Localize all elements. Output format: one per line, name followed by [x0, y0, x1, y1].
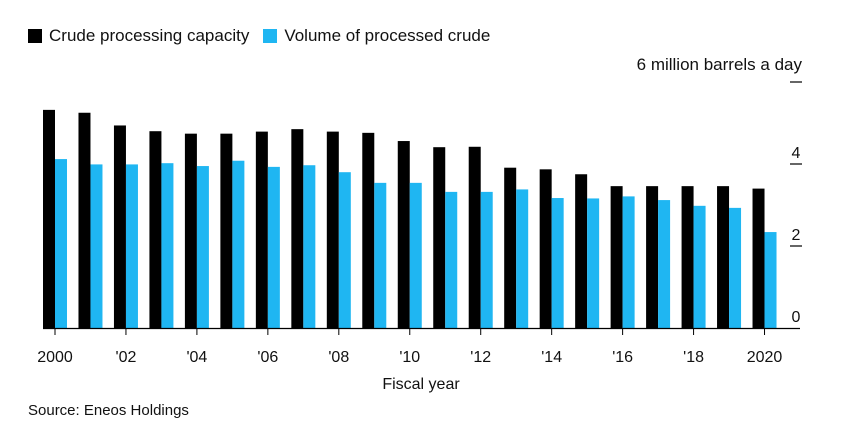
volume-bar-2013: [516, 189, 529, 328]
source-note: Source: Eneos Holdings: [28, 402, 189, 419]
capacity-bar-2017: [646, 186, 659, 328]
volume-bar-2010: [409, 182, 422, 328]
volume-bar-2008: [338, 172, 351, 328]
x-tick-label: '12: [470, 349, 491, 366]
capacity-bar-2018: [681, 186, 694, 328]
volume-bar-2003: [161, 163, 174, 328]
capacity-bar-2004: [184, 133, 197, 328]
x-tick-label: '08: [328, 349, 349, 366]
volume-bar-2019: [729, 207, 742, 328]
capacity-bar-2001: [78, 112, 91, 328]
volume-bar-2001: [90, 164, 103, 328]
legend-label-volume: Volume of processed crude: [284, 26, 491, 45]
x-axis-title: Fiscal year: [382, 376, 460, 393]
volume-bar-2009: [374, 182, 387, 328]
volume-bar-2011: [445, 191, 458, 328]
legend-swatch-capacity: [28, 29, 42, 43]
volume-bar-2014: [551, 198, 564, 328]
x-tick-label: '06: [257, 349, 278, 366]
capacity-bar-2009: [362, 132, 375, 328]
x-tick-label: '04: [186, 349, 207, 366]
y-tick-label: 0: [792, 309, 801, 326]
capacity-bar-2013: [504, 167, 517, 328]
legend: Crude processing capacity Volume of proc…: [28, 26, 504, 46]
capacity-bar-2011: [433, 147, 446, 328]
volume-bar-2020: [764, 232, 777, 328]
volume-bar-2017: [658, 200, 671, 328]
x-tick-label: 2020: [747, 349, 783, 366]
capacity-bar-2010: [397, 141, 410, 328]
volume-bar-2015: [587, 198, 600, 328]
volume-bar-2002: [125, 164, 138, 328]
capacity-bar-2007: [291, 129, 304, 328]
capacity-bar-2015: [575, 174, 588, 328]
capacity-bar-2000: [43, 109, 55, 328]
capacity-bar-2006: [255, 131, 268, 328]
capacity-bar-2014: [539, 169, 552, 328]
y-unit-label: 6 million barrels a day: [637, 55, 803, 74]
volume-bar-2007: [303, 165, 316, 328]
x-tick-label: '16: [612, 349, 633, 366]
x-tick-label: '02: [116, 349, 137, 366]
legend-item-capacity: Crude processing capacity: [28, 26, 249, 46]
volume-bar-2018: [693, 205, 706, 328]
capacity-bar-2012: [468, 146, 481, 328]
x-tick-label: '18: [683, 349, 704, 366]
volume-bar-2012: [480, 191, 493, 328]
capacity-bar-2020: [752, 188, 765, 328]
volume-bar-2006: [267, 166, 280, 328]
capacity-bar-2008: [326, 131, 339, 328]
x-tick-label: 2000: [37, 349, 73, 366]
capacity-bar-2002: [113, 125, 126, 329]
volume-bar-2005: [232, 160, 245, 328]
legend-label-capacity: Crude processing capacity: [49, 26, 250, 45]
capacity-bar-2005: [220, 133, 233, 328]
legend-swatch-volume: [263, 29, 278, 43]
capacity-bar-2003: [149, 131, 162, 328]
y-tick-label: 2: [792, 227, 801, 244]
capacity-bar-2019: [717, 186, 730, 328]
x-tick-label: '14: [541, 349, 562, 366]
y-tick-label: 4: [792, 145, 801, 162]
x-tick-label: '10: [399, 349, 420, 366]
volume-bar-2016: [622, 196, 635, 328]
legend-item-volume: Volume of processed crude: [263, 26, 490, 46]
capacity-bar-2016: [610, 186, 623, 328]
volume-bar-2000: [55, 159, 67, 328]
volume-bar-2004: [196, 166, 209, 328]
